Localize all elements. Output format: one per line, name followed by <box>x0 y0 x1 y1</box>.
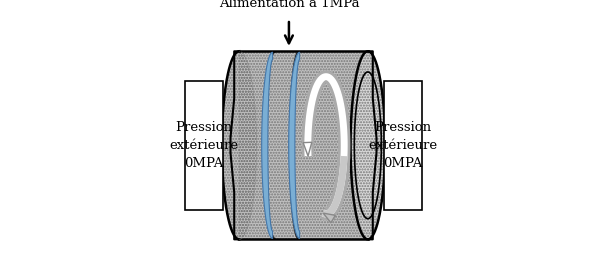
Polygon shape <box>350 51 385 239</box>
Polygon shape <box>303 142 312 156</box>
FancyBboxPatch shape <box>252 0 326 19</box>
Polygon shape <box>239 51 368 239</box>
FancyBboxPatch shape <box>185 81 223 210</box>
Polygon shape <box>262 52 273 238</box>
Polygon shape <box>323 213 335 223</box>
Text: Alimentation à 1MPa: Alimentation à 1MPa <box>219 0 359 10</box>
Polygon shape <box>222 51 257 239</box>
Polygon shape <box>354 72 381 219</box>
FancyBboxPatch shape <box>384 81 422 210</box>
Text: Pression
extérieure
0MPA: Pression extérieure 0MPA <box>169 121 239 170</box>
Text: Pression
extérieure
0MPA: Pression extérieure 0MPA <box>368 121 438 170</box>
Polygon shape <box>289 52 300 238</box>
